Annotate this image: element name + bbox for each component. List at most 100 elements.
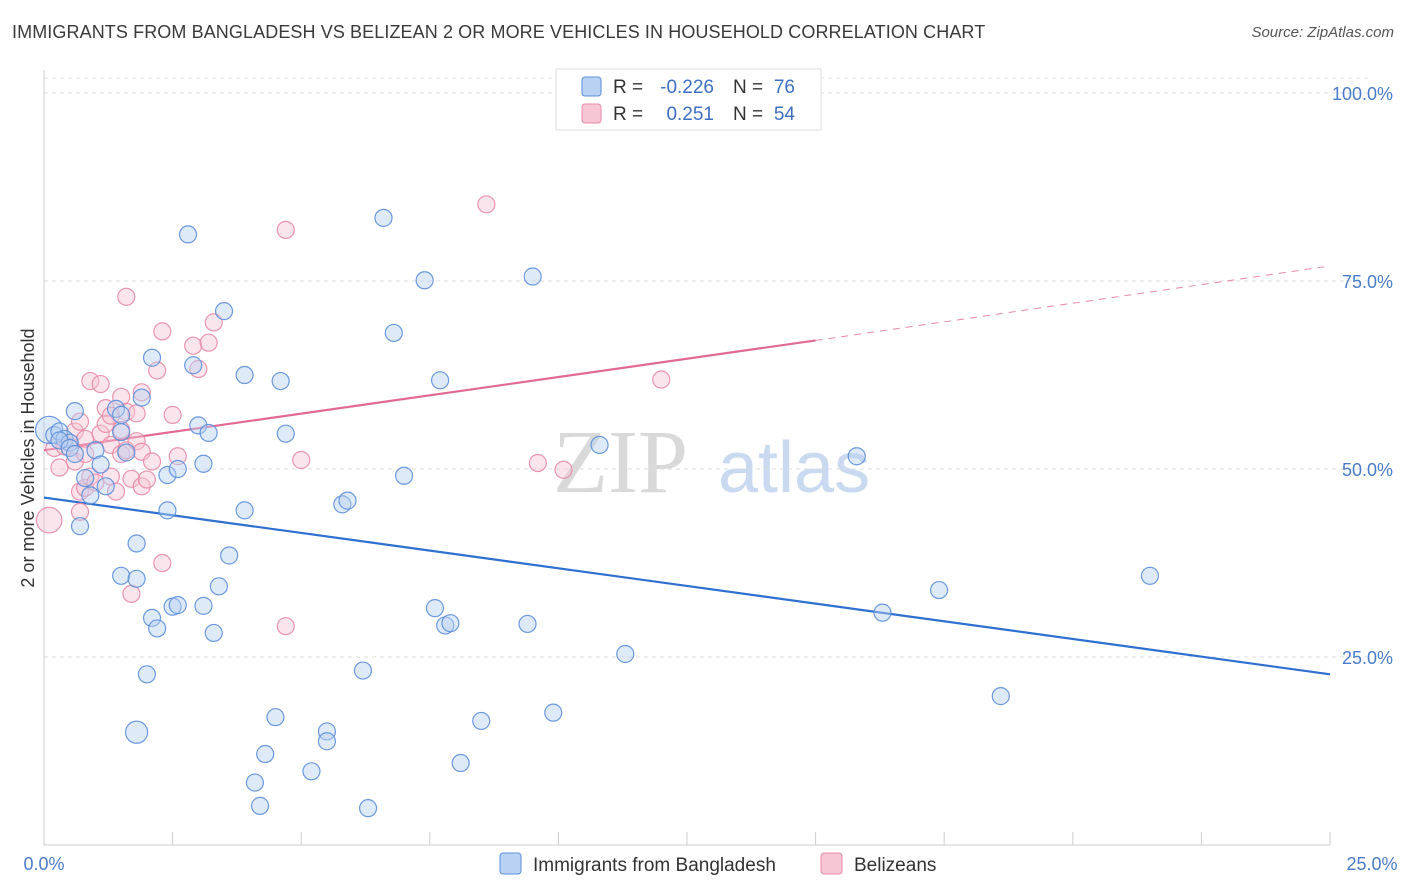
bangladesh-point-56 xyxy=(353,661,373,680)
bottom-legend-swatch-bangladesh xyxy=(499,852,522,875)
bangladesh-point-19 xyxy=(117,443,136,462)
belizeans-point-17 xyxy=(91,424,110,443)
belizeans-point-48 xyxy=(276,617,295,636)
bottom-legend-label-belizeans: Belizeans xyxy=(854,855,936,876)
belizeans-point-16 xyxy=(91,374,110,394)
belizeans-point-5 xyxy=(65,422,84,441)
bangladesh-point-75 xyxy=(929,580,949,600)
bangladesh-point-16 xyxy=(112,423,131,442)
belizeans-point-46 xyxy=(199,333,218,352)
bangladesh-point-33 xyxy=(178,225,198,244)
belizeans-point-11 xyxy=(76,444,95,464)
bangladesh-point-50 xyxy=(276,424,295,443)
bangladesh-point-58 xyxy=(374,208,393,227)
trend-line-bangladesh xyxy=(43,496,1331,676)
belizeans-point-38 xyxy=(142,452,162,471)
belizeans-point-47 xyxy=(204,313,223,332)
bangladesh-point-71 xyxy=(590,435,609,455)
x-ticks xyxy=(43,832,1331,845)
legend-r-value-1: -0.226 xyxy=(660,77,714,98)
bangladesh-point-48 xyxy=(266,708,285,727)
bangladesh-point-17 xyxy=(112,405,131,424)
x-tick-label-max: 25.0% xyxy=(1346,854,1397,874)
belizeans-point-2 xyxy=(50,458,69,477)
belizeans-point-43 xyxy=(168,447,187,466)
belizeans-point-42 xyxy=(163,405,182,424)
bangladesh-point-8 xyxy=(65,402,84,421)
bangladesh-point-59 xyxy=(384,323,403,343)
belizeans-point-27 xyxy=(117,287,136,306)
bangladesh-point-23 xyxy=(132,388,151,407)
belizeans-point-44 xyxy=(184,336,203,355)
bangladesh-point-5 xyxy=(50,431,69,450)
bangladesh-point-18 xyxy=(112,566,131,585)
bangladesh-point-13 xyxy=(91,455,110,474)
bangladesh-point-43 xyxy=(235,365,254,385)
bangladesh-point-42 xyxy=(220,546,239,565)
belizeans-point-32 xyxy=(127,404,146,423)
belizeans-point-49 xyxy=(276,220,295,239)
bottom-legend-label-bangladesh: Immigrants from Bangladesh xyxy=(533,855,776,876)
belizeans-point-52 xyxy=(528,453,547,473)
legend-n-label-1: N = xyxy=(733,77,763,98)
trend-line-belizeans xyxy=(43,339,816,452)
watermark-zip: ZIP xyxy=(553,413,688,512)
belizeans-point-37 xyxy=(137,470,156,489)
bangladesh-point-73 xyxy=(847,447,866,466)
bangladesh-point-66 xyxy=(451,753,470,773)
x-tick-label-min: 0.0% xyxy=(23,854,64,874)
belizeans-point-31 xyxy=(122,584,141,603)
y-tick-label-25: 25.0% xyxy=(1342,648,1393,668)
y-tick-label-75: 75.0% xyxy=(1342,272,1393,292)
legend-r-label-2: R = xyxy=(613,104,643,125)
bangladesh-point-7 xyxy=(65,444,84,464)
legend-n-label-2: N = xyxy=(733,104,763,125)
bangladesh-point-72 xyxy=(616,644,635,664)
belizeans-point-23 xyxy=(106,482,126,501)
belizeans-point-13 xyxy=(81,371,100,391)
belizeans-point-34 xyxy=(132,383,151,402)
bangladesh-point-28 xyxy=(158,501,177,520)
legend-r-label-1: R = xyxy=(613,77,643,98)
bangladesh-point-10 xyxy=(76,468,95,488)
bangladesh-point-52 xyxy=(317,722,337,741)
y-tick-label-50: 50.0% xyxy=(1342,460,1393,480)
series-legend: Immigrants from Bangladesh Belizeans xyxy=(499,852,936,876)
bangladesh-point-25 xyxy=(142,348,162,367)
bangladesh-point-14 xyxy=(96,477,115,496)
bangladesh-point-46 xyxy=(250,796,270,815)
belizeans-point-7 xyxy=(70,412,90,431)
bangladesh-point-20 xyxy=(127,534,146,553)
bangladesh-point-45 xyxy=(245,773,265,792)
trend-lines xyxy=(43,265,1331,676)
bangladesh-point-40 xyxy=(209,577,228,596)
bangladesh-point-36 xyxy=(194,454,213,473)
bangladesh-point-24 xyxy=(137,665,156,684)
belizeans-point-30 xyxy=(122,469,141,488)
bangladesh-point-63 xyxy=(430,371,450,390)
bangladesh-point-53 xyxy=(317,732,337,751)
legend-swatch-belizeans xyxy=(581,103,602,124)
series-bangladesh-points xyxy=(34,208,1160,818)
bangladesh-point-38 xyxy=(199,423,218,443)
bangladesh-point-35 xyxy=(189,416,208,435)
bangladesh-point-55 xyxy=(338,491,357,510)
bangladesh-point-29 xyxy=(158,465,177,485)
bangladesh-point-61 xyxy=(415,271,434,290)
bangladesh-point-68 xyxy=(518,614,537,634)
bangladesh-point-39 xyxy=(204,623,223,643)
bangladesh-point-65 xyxy=(441,614,460,633)
bangladesh-point-41 xyxy=(214,302,234,321)
bangladesh-point-51 xyxy=(302,762,321,781)
bangladesh-point-77 xyxy=(1140,566,1160,585)
bangladesh-point-11 xyxy=(81,486,100,505)
bangladesh-point-9 xyxy=(70,517,90,536)
belizeans-point-0 xyxy=(35,506,63,534)
bangladesh-point-57 xyxy=(358,799,378,818)
watermark: ZIP atlas xyxy=(553,413,870,512)
bangladesh-point-60 xyxy=(394,466,414,485)
bangladesh-point-37 xyxy=(194,596,213,615)
bangladesh-point-74 xyxy=(873,603,892,622)
belizeans-point-53 xyxy=(554,460,573,479)
legend-r-value-2: 0.251 xyxy=(666,104,714,125)
